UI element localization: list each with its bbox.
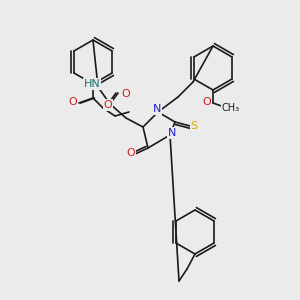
Text: CH₃: CH₃ (222, 103, 240, 113)
Text: O: O (122, 89, 130, 99)
Text: N: N (153, 104, 161, 114)
Text: S: S (190, 121, 198, 131)
Text: O: O (127, 148, 135, 158)
Text: O: O (202, 97, 211, 107)
Text: N: N (168, 128, 176, 138)
Text: O: O (103, 100, 112, 110)
Text: HN: HN (84, 79, 100, 89)
Text: O: O (69, 97, 77, 107)
